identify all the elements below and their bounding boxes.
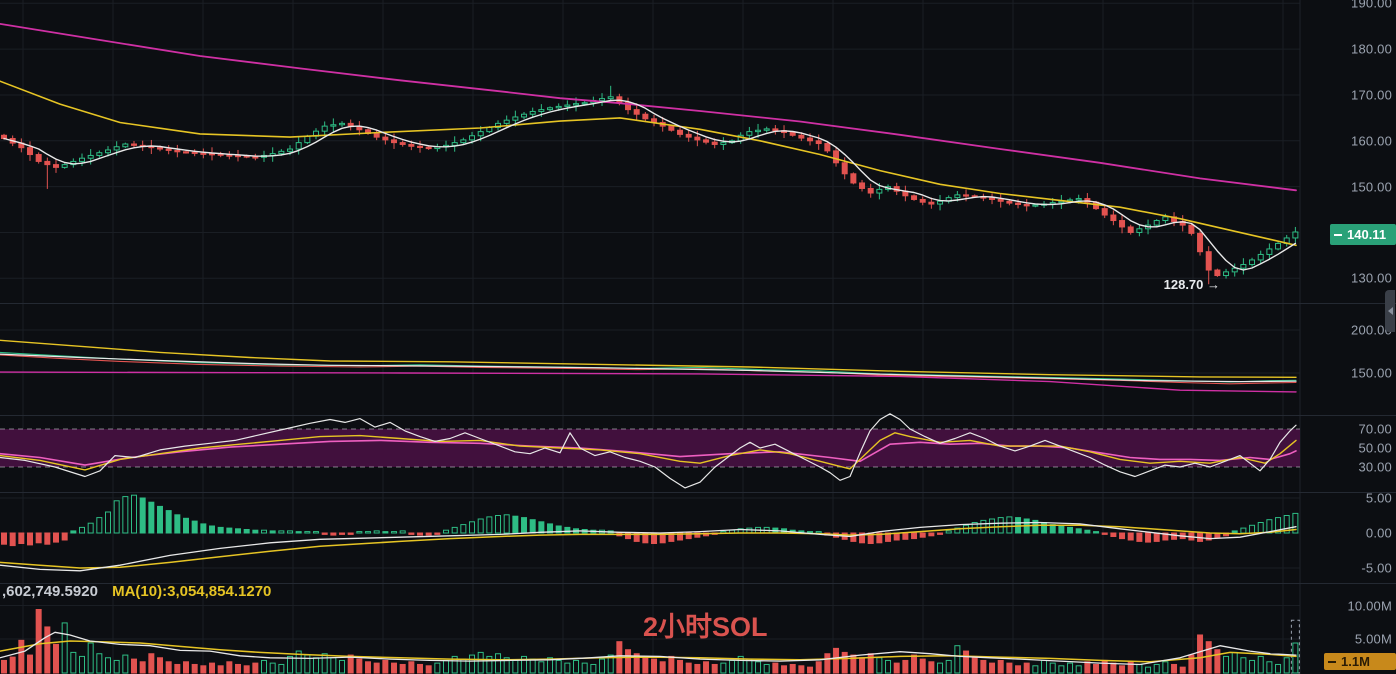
symbol-period-watermark: 2小时SOL	[643, 612, 768, 642]
panel-separators	[0, 303, 1396, 584]
panel-collapse-handle[interactable]	[1385, 290, 1395, 332]
volume-panel-layer	[0, 609, 1300, 674]
volume-ma-label: MA(10):3,054,854.1270	[112, 583, 272, 600]
volume-info-row: ,602,749.5920 MA(10):3,054,854.1270	[2, 583, 271, 600]
last-volume-value: 1.1M	[1341, 654, 1370, 669]
axis-tick-label: 50.00	[1358, 440, 1392, 456]
macd-panel-layer	[0, 494, 1299, 572]
overview-panel-layer	[0, 339, 1297, 393]
price-ma-layer	[0, 23, 1297, 271]
axis-tick-label: 10.00M	[1347, 598, 1392, 613]
axis-tick-label: 160.00	[1351, 133, 1392, 149]
volume-value-label: ,602,749.5920	[2, 583, 98, 600]
axis-tick-label: 0.00	[1365, 525, 1392, 541]
marked-low-price-label: 128.70 →	[1163, 277, 1220, 292]
axis-tick-label: 150.00	[1351, 179, 1392, 195]
axis-tick-label: 170.00	[1351, 87, 1392, 103]
last-price-badge: 140.11	[1330, 224, 1396, 245]
last-volume-badge: 1.1M	[1324, 653, 1396, 670]
volume-tick-dash	[1328, 660, 1336, 663]
axis-tick-label: -5.00	[1361, 560, 1392, 576]
axis-tick-label: 150.00	[1351, 365, 1392, 381]
axis-tick-label: 200.00	[1351, 322, 1392, 338]
axis-tick-label: 5.00M	[1354, 631, 1392, 647]
axis-tick-label: 130.00	[1351, 270, 1392, 286]
last-price-value: 140.11	[1347, 227, 1387, 242]
kdj-panel-layer	[0, 413, 1300, 489]
axis-tick-label: 5.00	[1365, 490, 1392, 506]
axis-tick-label: 180.00	[1351, 41, 1392, 57]
axis-tick-label: 70.00	[1358, 421, 1392, 437]
price-tick-dash	[1334, 233, 1342, 236]
collapse-left-arrow-icon	[1387, 307, 1393, 315]
grid-layer	[0, 0, 1301, 674]
axis-tick-label: 30.00	[1358, 459, 1392, 475]
axis-tick-label: 190.00	[1351, 0, 1392, 11]
